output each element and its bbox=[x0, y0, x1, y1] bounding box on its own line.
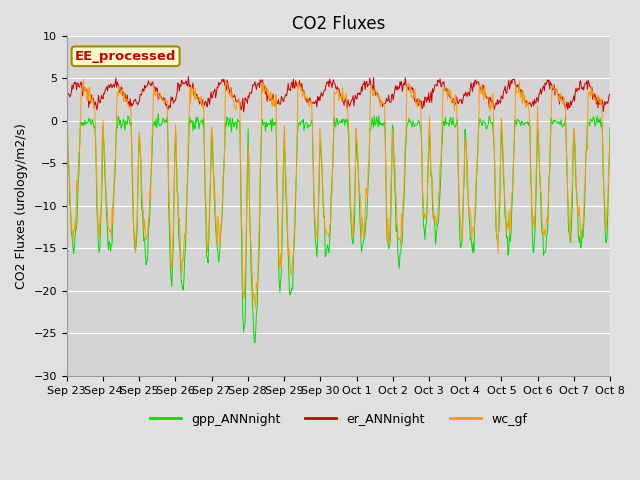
Legend: gpp_ANNnight, er_ANNnight, wc_gf: gpp_ANNnight, er_ANNnight, wc_gf bbox=[145, 408, 532, 431]
Y-axis label: CO2 Fluxes (urology/m2/s): CO2 Fluxes (urology/m2/s) bbox=[15, 123, 28, 289]
Text: EE_processed: EE_processed bbox=[75, 50, 176, 63]
Title: CO2 Fluxes: CO2 Fluxes bbox=[292, 15, 385, 33]
